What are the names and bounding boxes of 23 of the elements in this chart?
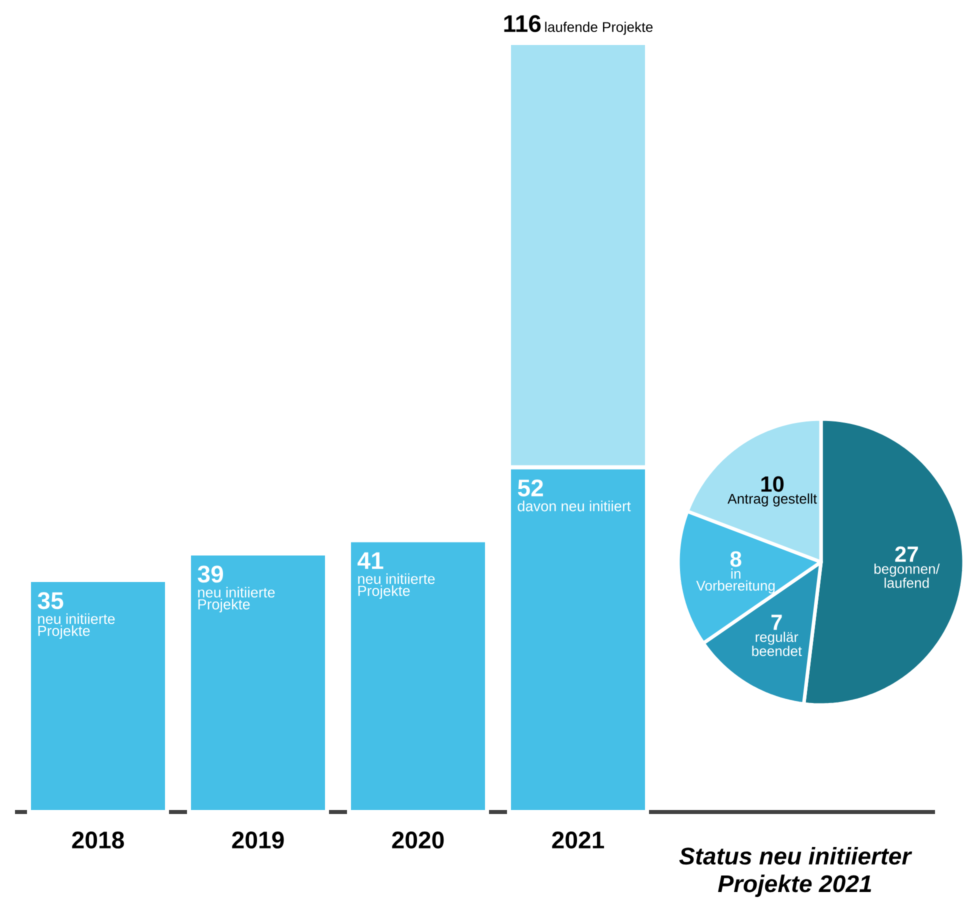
data-label: 7: [771, 614, 782, 630]
annotation: neu initiierte Projekte: [198, 586, 275, 612]
data-label: 35: [38, 592, 64, 610]
data-label: 52: [518, 479, 543, 496]
text: Status neu initiierter Projekte 2021: [679, 847, 912, 897]
x-tick-label: 2020: [392, 832, 444, 849]
x-tick-label: 2018: [72, 832, 124, 849]
total-label: 116: [504, 15, 541, 32]
slice-label: begonnen/ laufend: [874, 564, 940, 588]
data-label: 10: [761, 476, 784, 492]
slice-label: Antrag gestellt: [728, 493, 817, 506]
data-label: 8: [730, 551, 742, 567]
annotation: neu initiierte Projekte: [38, 613, 115, 639]
annotation: neu initiierte Projekte: [358, 573, 435, 599]
slice-label: in Vorbereitung: [696, 568, 775, 594]
x-tick-label: 2019: [232, 832, 284, 849]
text: laufende Projekte: [545, 22, 653, 35]
annotation: davon neu initiiert: [518, 500, 631, 512]
slice-label: regulär beendet: [752, 632, 802, 656]
data-label: 39: [198, 566, 223, 583]
data-label: 27: [895, 546, 918, 562]
data-label: 41: [358, 552, 384, 569]
x-tick-label: 2021: [552, 832, 604, 849]
